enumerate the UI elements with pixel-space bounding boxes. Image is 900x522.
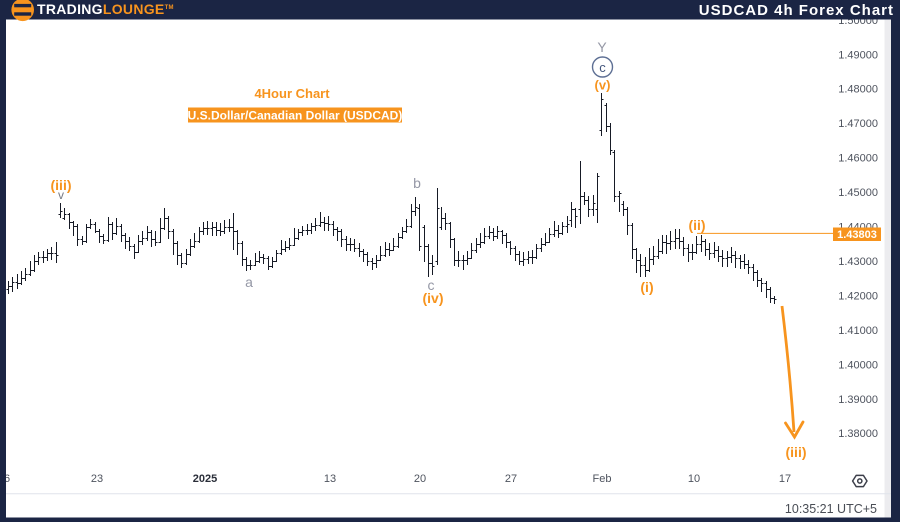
svg-text:TRADINGLOUNGETM: TRADINGLOUNGETM — [37, 1, 174, 17]
svg-text:1.43000: 1.43000 — [838, 256, 878, 268]
svg-text:a: a — [245, 274, 253, 290]
svg-text:27: 27 — [505, 473, 517, 485]
svg-text:v: v — [58, 188, 64, 202]
svg-text:USDCAD 4h Forex Chart: USDCAD 4h Forex Chart — [699, 2, 894, 19]
svg-text:17: 17 — [779, 473, 791, 485]
svg-text:b: b — [413, 175, 421, 191]
svg-text:(iv): (iv) — [423, 290, 444, 306]
svg-text:1.40000: 1.40000 — [838, 359, 878, 371]
svg-text:2025: 2025 — [193, 473, 217, 485]
svg-text:(i): (i) — [640, 279, 653, 295]
svg-text:1.49000: 1.49000 — [838, 49, 878, 61]
svg-text:20: 20 — [414, 473, 426, 485]
svg-text:1.47000: 1.47000 — [838, 118, 878, 130]
svg-text:Feb: Feb — [593, 473, 612, 485]
svg-text:(iii): (iii) — [786, 444, 807, 460]
svg-text:1.48000: 1.48000 — [838, 84, 878, 96]
svg-text:c: c — [599, 60, 606, 75]
svg-text:1.38000: 1.38000 — [838, 428, 878, 440]
svg-text:Y: Y — [597, 39, 607, 55]
svg-text:6: 6 — [4, 473, 10, 485]
svg-text:4Hour Chart: 4Hour Chart — [254, 86, 330, 101]
svg-text:(v): (v) — [595, 78, 611, 93]
svg-text:23: 23 — [91, 473, 103, 485]
svg-text:1.42000: 1.42000 — [838, 290, 878, 302]
svg-text:1.39000: 1.39000 — [838, 394, 878, 406]
svg-text:c: c — [428, 277, 435, 293]
svg-text:1.41000: 1.41000 — [838, 325, 878, 337]
svg-text:1.43803: 1.43803 — [837, 229, 877, 241]
svg-text:10: 10 — [688, 473, 700, 485]
svg-text:1.45000: 1.45000 — [838, 187, 878, 199]
svg-text:1.46000: 1.46000 — [838, 153, 878, 165]
svg-text:(ii): (ii) — [688, 217, 705, 233]
svg-text:U.S.Dollar/Canadian Dollar (US: U.S.Dollar/Canadian Dollar (USDCAD) — [188, 109, 403, 123]
svg-text:10:35:21 UTC+5: 10:35:21 UTC+5 — [785, 502, 877, 516]
svg-text:(iii): (iii) — [51, 177, 72, 193]
svg-text:13: 13 — [324, 473, 336, 485]
